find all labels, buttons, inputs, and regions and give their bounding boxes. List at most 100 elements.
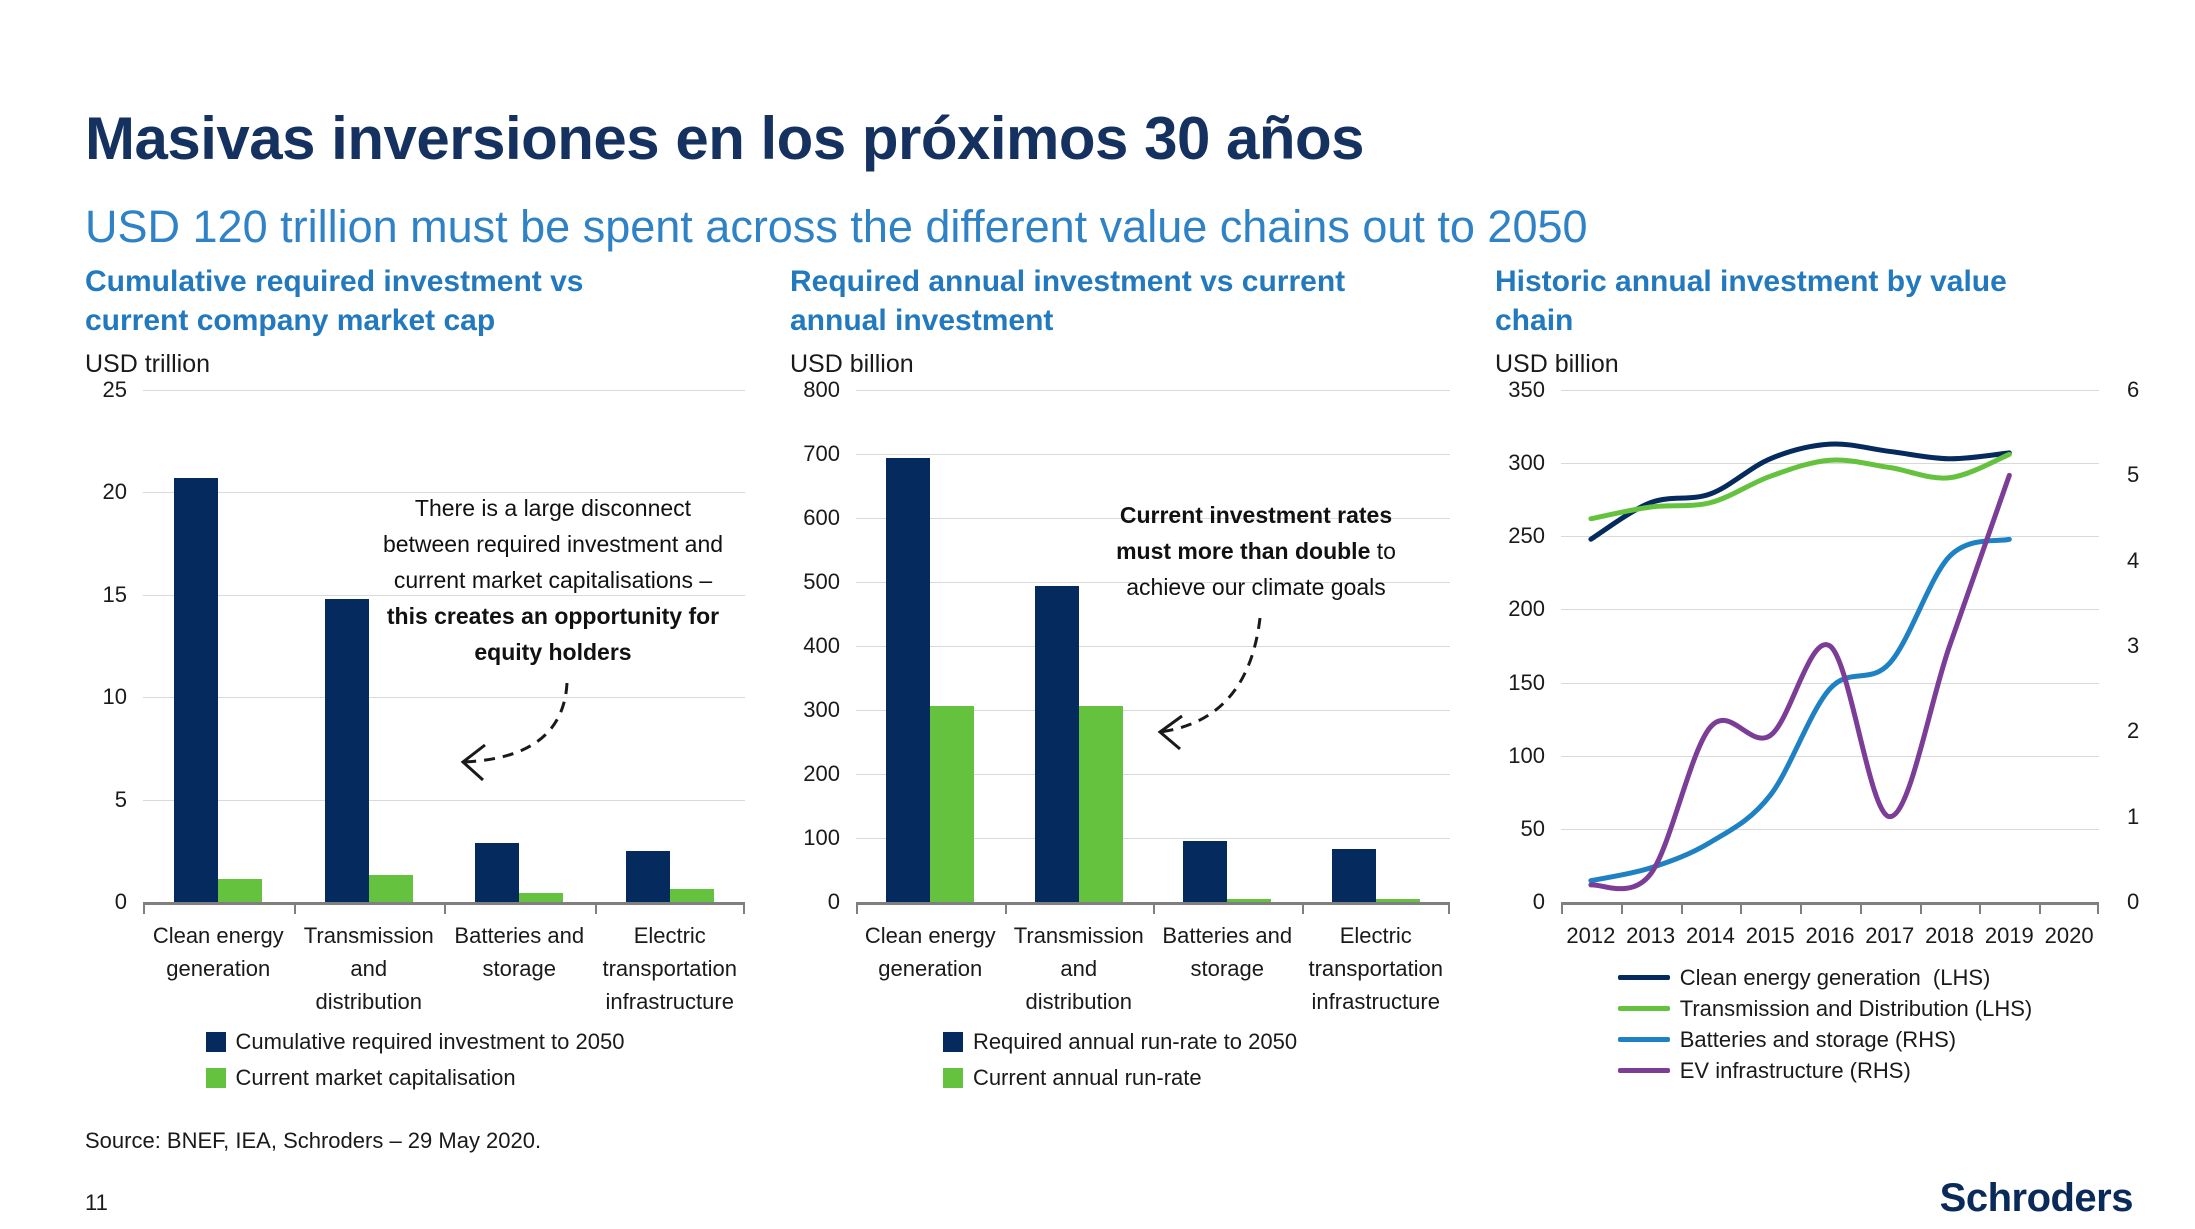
- annotation-text: between required investment and: [382, 531, 724, 557]
- y-axis-label: 300: [803, 697, 840, 722]
- x-axis-label: Electric transportation infrastructure: [602, 923, 738, 1014]
- grid-line: [856, 518, 1450, 519]
- axis-tick: [1153, 905, 1155, 914]
- annotation-text: this creates an opportunity for: [386, 603, 720, 629]
- annotation-line: There is a large disconnect: [343, 490, 763, 526]
- y-axis-label: 25: [102, 377, 127, 402]
- axis-tick: [1448, 905, 1450, 914]
- x-axis-label: 2020: [2044, 923, 2094, 948]
- annotation-line: equity holders: [343, 634, 763, 670]
- y-axis-label-right: 2: [2127, 718, 2140, 744]
- x-axis-label: 2013: [1626, 923, 1676, 948]
- axis-tick: [143, 905, 145, 914]
- x-axis-label: Batteries and storage: [1162, 923, 1293, 981]
- legend-swatch: [1617, 1006, 1670, 1011]
- legend-swatch: [205, 1032, 226, 1052]
- bar-secondary: [669, 888, 714, 902]
- page-number: 11: [85, 1190, 108, 1215]
- y-axis-label: 10: [102, 684, 127, 710]
- x-axis-label: 2012: [1566, 923, 1616, 948]
- y-axis-label: 700: [803, 441, 840, 466]
- legend-swatch: [1617, 1068, 1670, 1073]
- slide-subtitle: USD 120 trillion must be spent across th…: [85, 201, 1588, 253]
- grid-line: [856, 838, 1450, 839]
- y-axis-label: 200: [803, 761, 840, 786]
- legend-items: Cumulative required investment to 2050 Cu…: [205, 1024, 625, 1096]
- chart-annual-investment: Required annual investment vs current an…: [790, 262, 1450, 1112]
- axis-tick: [1004, 905, 1007, 914]
- x-axis-label: Transmission and distribution: [1013, 923, 1144, 1014]
- legend-label: Current market capitalisation: [235, 1065, 516, 1090]
- bar-primary: [1183, 840, 1228, 902]
- grid-line: [856, 710, 1450, 711]
- y-axis-label: 0: [827, 889, 840, 914]
- annotation-line: current market capitalisations –: [343, 562, 763, 598]
- series-line: [1588, 441, 2012, 542]
- axis-tick: [1561, 905, 1563, 914]
- arrow-curve: [462, 682, 569, 764]
- legend-label: Required annual run-rate to 2050: [972, 1029, 1298, 1054]
- grid-line: [143, 594, 745, 596]
- y-axis-label-right: 4: [2127, 547, 2140, 573]
- y-axis-label: 100: [1508, 742, 1545, 768]
- legend-item: Batteries and storage (RHS): [1617, 1024, 1957, 1055]
- y-axis-label-right: 1: [2127, 803, 2140, 829]
- y-axis-label: 50: [1520, 815, 1545, 841]
- annotation-text: There is a large disconnect: [414, 495, 692, 521]
- grid-line: [856, 582, 1450, 583]
- grid-line: [856, 454, 1450, 455]
- legend-swatch: [1617, 1037, 1670, 1042]
- grid-line: [143, 390, 745, 391]
- legend-label: Batteries and storage (RHS): [1679, 1026, 1957, 1052]
- y-axis-label-right: 5: [2127, 462, 2140, 488]
- axis-tick: [1919, 905, 1922, 914]
- x-axis-label: 2019: [1984, 923, 2034, 948]
- chart2-plot-canvas: 0 100 200 300 400 500 600 700 800 Current investm…: [790, 377, 1450, 1112]
- y-axis-label: 250: [1508, 523, 1545, 549]
- axis-tick: [2097, 905, 2099, 914]
- y-axis-label: 600: [803, 505, 840, 530]
- annotation-line: must more than double to: [1046, 533, 1466, 569]
- bar-primary: [174, 478, 219, 902]
- annotation-text: must more than double: [1116, 538, 1371, 564]
- axis-tick: [1979, 905, 1982, 914]
- legend: Required annual run-rate to 2050 Current …: [790, 1024, 1450, 1096]
- plot-area: [1561, 390, 2099, 914]
- annotation-line: achieve our climate goals: [1046, 569, 1466, 605]
- arrow-curve: [1159, 617, 1262, 734]
- x-axis-line: [143, 902, 745, 905]
- axis-tick: [444, 905, 446, 914]
- axis-tick: [1800, 905, 1803, 914]
- grid-line: [1561, 828, 2099, 830]
- bar-primary: [1331, 848, 1376, 902]
- slide-title: Masivas inversiones en los próximos 30 a…: [85, 105, 1365, 173]
- y-axis-label: 0: [114, 889, 127, 914]
- line-series-layer: [1588, 441, 2012, 892]
- chart1-unit-label: USD trillion: [85, 350, 211, 378]
- annotation-text: current market capitalisations –: [393, 567, 713, 593]
- bar-secondary: [1078, 705, 1123, 902]
- x-axis-label: 2017: [1865, 923, 1915, 948]
- legend-item: Clean energy generation (LHS): [1617, 962, 1990, 993]
- y-axis-label: 100: [803, 825, 840, 850]
- legend-label: Cumulative required investment to 2050: [235, 1029, 625, 1054]
- x-axis-label: Clean energy generation: [152, 923, 284, 981]
- annotation-text: to: [1370, 538, 1396, 564]
- legend-label: EV infrastructure (RHS): [1679, 1057, 1911, 1083]
- grid-line: [1561, 755, 2099, 757]
- chart2-title: Required annual investment vs current an…: [790, 265, 1346, 337]
- legend-label: Transmission and Distribution (LHS): [1679, 995, 2033, 1021]
- grid-line: [1561, 609, 2099, 611]
- chart-cumulative-investment: Cumulative required investment vs curren…: [85, 262, 745, 1112]
- legend-item: EV infrastructure (RHS): [1617, 1055, 1911, 1086]
- bar-secondary: [1375, 898, 1420, 902]
- y-axis-label: 200: [1508, 596, 1545, 622]
- grid-line: [856, 646, 1450, 647]
- legend-item: Transmission and Distribution (LHS): [1617, 993, 2033, 1024]
- grid-line: [1561, 536, 2099, 538]
- y-axis-label-right: 6: [2127, 377, 2140, 402]
- legend-swatch: [205, 1068, 226, 1088]
- legend-swatch: [942, 1068, 963, 1088]
- bar-secondary: [218, 879, 263, 902]
- x-axis-label: 2018: [1925, 923, 1975, 948]
